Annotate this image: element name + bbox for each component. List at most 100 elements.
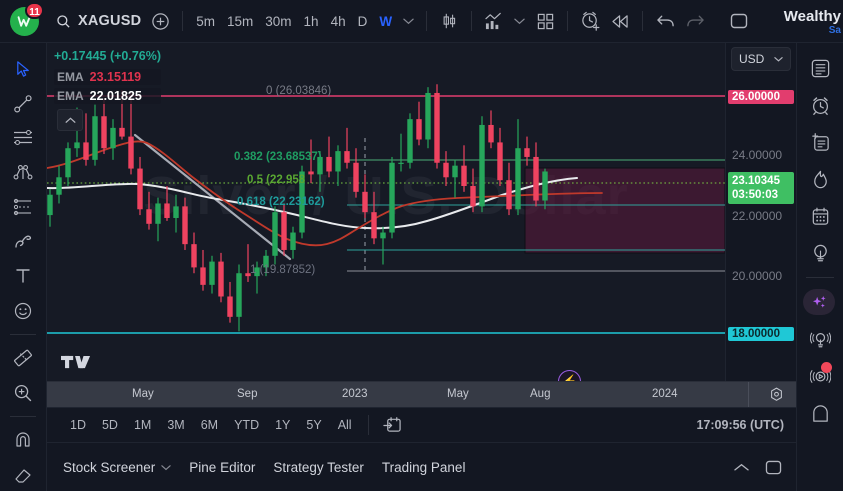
tab-pine-editor[interactable]: Pine Editor (189, 459, 256, 475)
account-name: Wealthy (783, 7, 841, 25)
range-all[interactable]: All (337, 418, 352, 432)
goto-date-icon[interactable] (378, 410, 408, 440)
tab-trading-panel[interactable]: Trading Panel (381, 459, 466, 475)
gear-hex-icon[interactable] (769, 387, 784, 402)
chat-bubble-icon[interactable] (803, 285, 837, 319)
trend-line-icon[interactable] (6, 88, 40, 121)
range-5d[interactable]: 5D (101, 418, 118, 432)
timeframe-4h[interactable]: 4h (330, 13, 346, 29)
eraser-icon[interactable] (6, 458, 40, 491)
symbol-label: XAGUSD (78, 13, 142, 29)
undo-arrow-icon[interactable] (650, 6, 680, 36)
timeframe-w[interactable]: W (379, 13, 393, 29)
grid-layout-icon[interactable] (530, 6, 560, 36)
chevron-down-icon (774, 56, 783, 62)
account-badge[interactable]: Wealthy Sa (784, 0, 843, 43)
brush-icon[interactable] (6, 226, 40, 259)
timeframe-5m[interactable]: 5m (196, 13, 216, 29)
price-tick-24: 24.00000 (732, 148, 783, 162)
ema-slow-label: EMA (57, 89, 84, 103)
range-3m[interactable]: 3M (167, 418, 185, 432)
divider (10, 334, 36, 335)
alarm-clock-icon[interactable] (803, 88, 837, 122)
sparkle-icon[interactable] (803, 289, 835, 315)
chevron-down-icon[interactable] (398, 17, 419, 25)
horizontal-lines-icon[interactable] (6, 122, 40, 155)
range-1y[interactable]: 1Y (275, 418, 291, 432)
stream-play-icon[interactable] (803, 359, 837, 393)
ruler-icon[interactable] (6, 342, 40, 375)
currency-selector[interactable]: USD (731, 47, 791, 71)
fib-label-618: 0.618 (22.23162) (237, 196, 325, 208)
app-logo[interactable]: 11 (0, 0, 48, 43)
symbol-search[interactable]: XAGUSD (48, 0, 145, 43)
price-change: +0.17445 (+0.76%) (54, 49, 162, 63)
time-axis[interactable]: May Sep 2023 May Aug 2024 (47, 381, 796, 408)
price-badge-support: 18.00000 (728, 327, 794, 341)
indicators-chevron-down-icon[interactable] (509, 17, 530, 25)
ema-fast-row[interactable]: EMA 23.15119 (54, 69, 162, 85)
divider (748, 382, 749, 408)
divider (182, 11, 184, 31)
notification-badge[interactable]: 11 (25, 1, 44, 19)
drawing-toolbar (0, 43, 47, 491)
timeframe-30m[interactable]: 30m (265, 13, 292, 29)
price-axis[interactable]: USD 24.00000 22.00000 20.00000 26.00000 … (725, 43, 796, 381)
arch-shape-icon[interactable] (803, 396, 837, 430)
range-1d[interactable]: 1D (70, 418, 86, 432)
tradingview-logo-icon[interactable] (58, 351, 94, 373)
panel-controls (734, 460, 782, 475)
range-1m[interactable]: 1M (133, 418, 152, 432)
range-ytd[interactable]: YTD (234, 418, 260, 432)
price-tick-22: 22.00000 (732, 209, 783, 223)
time-tick-0: May (132, 388, 154, 400)
tab-strategy-tester[interactable]: Strategy Tester (273, 459, 364, 475)
chevron-up-icon (65, 116, 75, 123)
ema-slow-row[interactable]: EMA 22.01825 (54, 88, 162, 104)
replay-rewind-icon[interactable] (605, 6, 635, 36)
magnet-icon[interactable] (6, 424, 40, 457)
timeframe-d[interactable]: D (357, 13, 368, 29)
fib-label-5: 0.5 (22.958 (247, 174, 306, 186)
tab-stock-screener-label: Stock Screener (63, 459, 156, 475)
maximize-square-icon[interactable] (765, 460, 782, 475)
flame-icon[interactable] (803, 162, 837, 196)
fullscreen-square-icon[interactable] (724, 6, 754, 36)
chevron-up-icon[interactable] (734, 463, 749, 472)
timeframe-1h[interactable]: 1h (303, 13, 319, 29)
calendar-icon[interactable] (803, 199, 837, 233)
smiley-icon[interactable] (6, 295, 40, 328)
candlestick-icon[interactable] (434, 6, 464, 36)
lightbulb-icon[interactable] (803, 236, 837, 270)
countdown-value: 03:50:03 (732, 189, 779, 201)
tab-stock-screener[interactable]: Stock Screener (63, 460, 171, 475)
time-tick-1: Sep (237, 388, 258, 400)
divider (471, 11, 473, 31)
indicators-chart-icon[interactable] (479, 6, 509, 36)
price-badge-resistance: 26.00000 (728, 90, 794, 104)
ema-slow-value: 22.01825 (89, 89, 142, 103)
divider (806, 277, 834, 278)
top-toolbar: 11 XAGUSD 5m 15m 30m 1h 4h D W (0, 0, 843, 43)
range-6m[interactable]: 6M (200, 418, 219, 432)
lightbulb-broadcast-icon[interactable] (803, 322, 837, 356)
zoom-in-icon[interactable] (6, 376, 40, 409)
range-5y[interactable]: 5Y (306, 418, 322, 432)
add-note-icon[interactable] (803, 125, 837, 159)
add-symbol-button[interactable] (145, 6, 175, 36)
legend-collapse-button[interactable] (57, 109, 83, 131)
time-tick-3: May (447, 388, 469, 400)
alarm-add-icon[interactable] (575, 6, 605, 36)
account-sub: Sa (828, 24, 841, 36)
timeframe-15m[interactable]: 15m (227, 13, 254, 29)
pitchfork-icon[interactable] (6, 157, 40, 190)
date-range-bar: 1D 5D 1M 3M 6M YTD 1Y 5Y All 17:09:56 (U… (47, 407, 796, 442)
cursor-arrow-icon[interactable] (6, 53, 40, 86)
price-badge-last: 23.10345 03:50:03 (728, 172, 794, 204)
candlestick-plot (47, 84, 725, 334)
redo-arrow-icon[interactable] (680, 6, 710, 36)
fib-levels-icon[interactable] (6, 191, 40, 224)
watchlist-icon[interactable] (803, 51, 837, 85)
text-t-icon[interactable] (6, 260, 40, 293)
price-chart-pane[interactable]: Silver / U.S. Dollar (47, 43, 725, 381)
